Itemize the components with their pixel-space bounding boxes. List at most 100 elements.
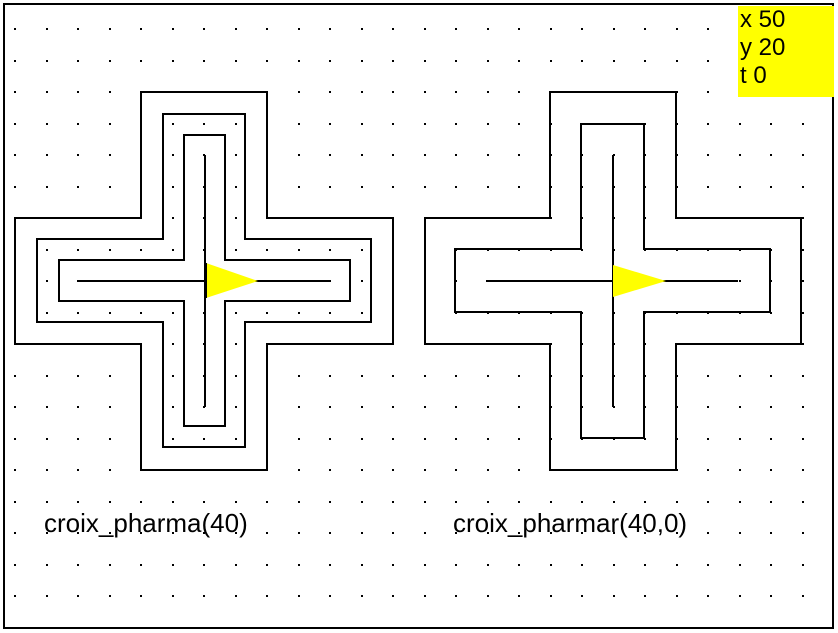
grid-dot	[109, 186, 111, 188]
grid-dot	[235, 375, 237, 377]
grid-dot	[770, 375, 772, 377]
grid-dot	[770, 438, 772, 440]
grid-dot	[518, 501, 520, 503]
grid-dot	[676, 532, 678, 534]
grid-dot	[298, 501, 300, 503]
grid-dot	[46, 312, 48, 314]
grid-dot	[487, 91, 489, 93]
grid-dot	[140, 60, 142, 62]
grid-dot	[802, 438, 804, 440]
grid-dot	[329, 249, 331, 251]
grid-dot	[361, 375, 363, 377]
grid-dot	[172, 343, 174, 345]
grid-dot	[424, 60, 426, 62]
cross-left-group	[14, 91, 394, 471]
grid-dot	[77, 501, 79, 503]
grid-dot	[518, 154, 520, 156]
grid-dot	[77, 312, 79, 314]
grid-dot	[424, 438, 426, 440]
grid-dot	[140, 249, 142, 251]
grid-dot	[739, 532, 741, 534]
grid-dot	[644, 595, 646, 597]
grid-dot	[203, 438, 205, 440]
grid-dot	[172, 438, 174, 440]
grid-dot	[329, 564, 331, 566]
grid-dot	[550, 532, 552, 534]
grid-dot	[361, 123, 363, 125]
grid-dot	[109, 28, 111, 30]
grid-dot	[140, 312, 142, 314]
grid-dot	[770, 123, 772, 125]
grid-dot	[298, 123, 300, 125]
grid-dot	[424, 564, 426, 566]
grid-dot	[518, 406, 520, 408]
grid-dot	[235, 123, 237, 125]
grid-dot	[172, 501, 174, 503]
grid-dot	[14, 564, 16, 566]
grid-dot	[802, 312, 804, 314]
grid-dot	[298, 28, 300, 30]
grid-dot	[14, 469, 16, 471]
grid-dot	[613, 532, 615, 534]
grid-dot	[235, 249, 237, 251]
grid-dot	[392, 91, 394, 93]
grid-dot	[518, 438, 520, 440]
grid-dot	[676, 60, 678, 62]
grid-dot	[266, 595, 268, 597]
grid-dot	[77, 532, 79, 534]
grid-dot	[802, 501, 804, 503]
grid-dot	[361, 28, 363, 30]
label-croix-pharmar: croix_pharmar(40,0)	[453, 508, 688, 538]
grid-dot	[77, 469, 79, 471]
grid-dot	[518, 60, 520, 62]
grid-dot	[455, 28, 457, 30]
grid-dot	[424, 501, 426, 503]
grid-dot	[235, 501, 237, 503]
grid-dot	[487, 406, 489, 408]
grid-dot	[739, 469, 741, 471]
grid-dot	[392, 154, 394, 156]
grid-dot	[392, 469, 394, 471]
grid-dot	[550, 501, 552, 503]
grid-dot	[707, 438, 709, 440]
grid-dot	[518, 532, 520, 534]
grid-dot	[613, 595, 615, 597]
grid-dot	[802, 595, 804, 597]
grid-dot	[14, 375, 16, 377]
grid-dot	[46, 501, 48, 503]
grid-dot	[172, 28, 174, 30]
grid-dot	[487, 469, 489, 471]
grid-dot	[644, 60, 646, 62]
grid-dot	[455, 154, 457, 156]
cross-left-outer	[14, 91, 394, 471]
grid-dot	[455, 595, 457, 597]
grid-dot	[487, 123, 489, 125]
grid-dot	[424, 375, 426, 377]
grid-dot	[203, 28, 205, 30]
grid-dot	[172, 60, 174, 62]
grid-dot	[235, 595, 237, 597]
grid-dot	[235, 406, 237, 408]
grid-dot	[676, 595, 678, 597]
grid-dot	[361, 312, 363, 314]
grid-dot	[77, 406, 79, 408]
grid-dot	[14, 532, 16, 534]
cross-right-outer	[424, 91, 802, 471]
grid-dot	[77, 186, 79, 188]
grid-dot	[644, 532, 646, 534]
grid-dot	[140, 501, 142, 503]
grid-dot	[235, 438, 237, 440]
grid-dot	[298, 249, 300, 251]
grid-dot	[361, 280, 363, 282]
grid-dot	[802, 469, 804, 471]
grid-dot	[392, 501, 394, 503]
grid-dot	[266, 501, 268, 503]
grid-dot	[424, 154, 426, 156]
grid-dot	[487, 501, 489, 503]
status-t: t 0	[740, 62, 767, 89]
grid-dot	[739, 154, 741, 156]
grid-dot	[235, 186, 237, 188]
grid-dot	[109, 501, 111, 503]
grid-dot	[424, 28, 426, 30]
grid-dot	[392, 60, 394, 62]
